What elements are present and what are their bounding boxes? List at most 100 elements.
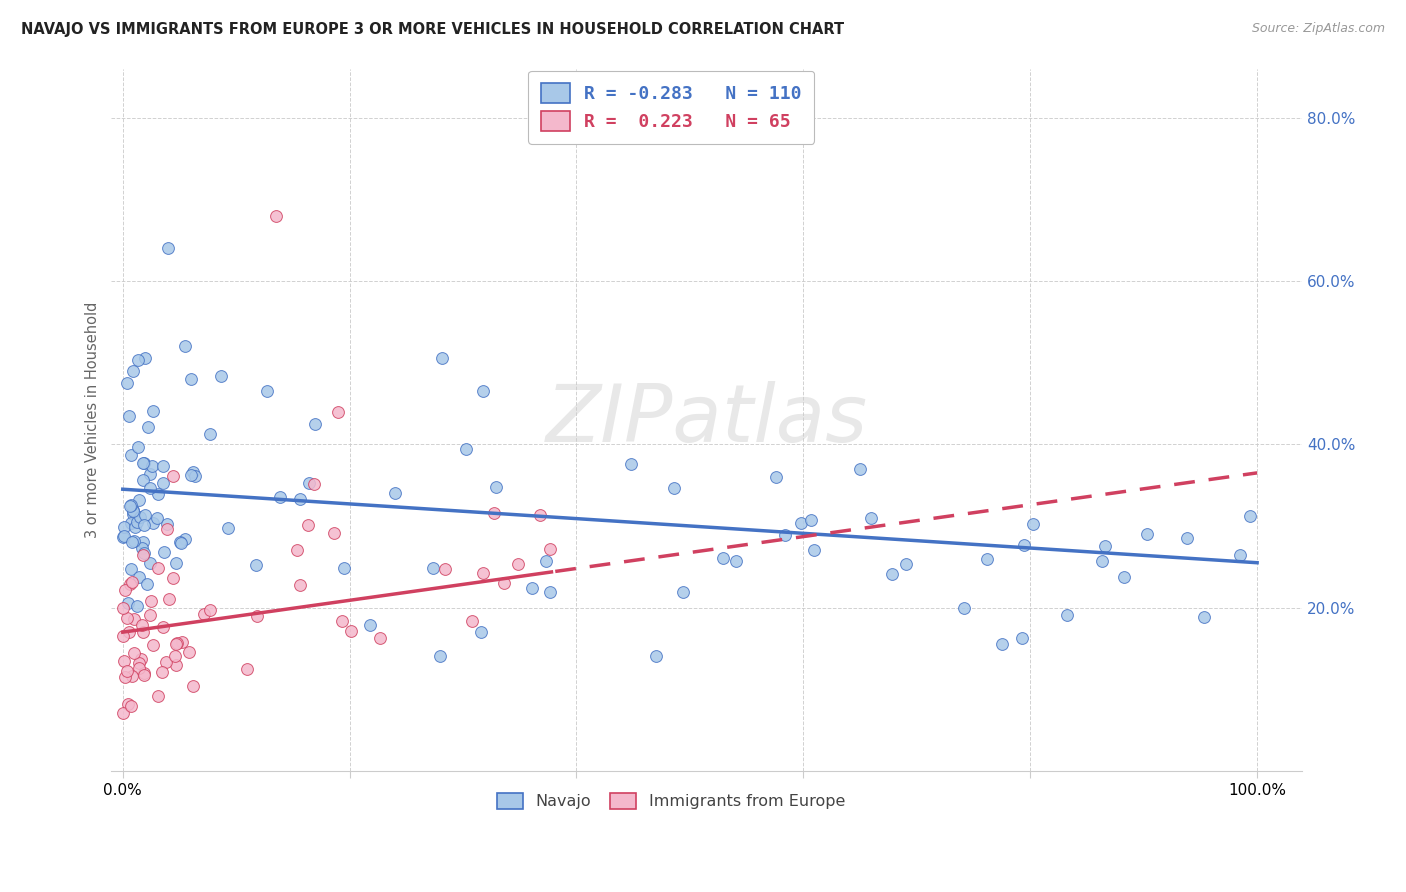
Point <box>803 543 825 558</box>
Point <box>122 504 145 518</box>
Point <box>288 578 311 592</box>
Point <box>117 376 139 390</box>
Point <box>112 655 135 669</box>
Point <box>1175 531 1198 545</box>
Point <box>142 516 165 530</box>
Point <box>138 481 160 495</box>
Point <box>128 570 150 584</box>
Point <box>121 669 143 683</box>
Point <box>304 417 326 431</box>
Point <box>118 577 141 591</box>
Point <box>860 511 883 525</box>
Point <box>434 562 457 576</box>
Point <box>725 554 748 568</box>
Point <box>1094 539 1116 553</box>
Point <box>529 508 551 523</box>
Point <box>1192 610 1215 624</box>
Point <box>645 648 668 663</box>
Point <box>118 625 141 640</box>
Point <box>120 499 142 513</box>
Point <box>152 475 174 490</box>
Point <box>713 550 735 565</box>
Point <box>880 566 903 581</box>
Point <box>112 520 135 534</box>
Point <box>124 534 146 549</box>
Point <box>156 522 179 536</box>
Point <box>139 467 162 482</box>
Point <box>1056 607 1078 622</box>
Point <box>117 596 139 610</box>
Point <box>142 403 165 417</box>
Point <box>165 637 187 651</box>
Point <box>180 467 202 482</box>
Point <box>125 515 148 529</box>
Point <box>333 561 356 575</box>
Point <box>128 493 150 508</box>
Point <box>152 458 174 473</box>
Point <box>773 528 796 542</box>
Point <box>132 625 155 640</box>
Point <box>135 577 157 591</box>
Point <box>124 520 146 534</box>
Point <box>115 610 138 624</box>
Point <box>169 535 191 549</box>
Point <box>129 651 152 665</box>
Point <box>470 624 492 639</box>
Point <box>128 510 150 524</box>
Point <box>198 603 221 617</box>
Point <box>323 526 346 541</box>
Point <box>121 699 143 714</box>
Point <box>120 448 142 462</box>
Point <box>508 557 530 571</box>
Point <box>1229 549 1251 563</box>
Point <box>472 566 495 580</box>
Point <box>134 351 156 365</box>
Point <box>148 689 170 703</box>
Point <box>162 571 184 585</box>
Point <box>134 666 156 681</box>
Point <box>174 339 197 353</box>
Point <box>111 629 134 643</box>
Point <box>132 456 155 470</box>
Point <box>193 607 215 621</box>
Point <box>165 649 187 664</box>
Point <box>134 508 156 523</box>
Point <box>246 609 269 624</box>
Point <box>217 520 239 534</box>
Point <box>115 665 138 679</box>
Point <box>152 620 174 634</box>
Point <box>454 442 477 456</box>
Point <box>976 552 998 566</box>
Point <box>146 487 169 501</box>
Point <box>132 456 155 470</box>
Point <box>285 543 308 558</box>
Point <box>538 541 561 556</box>
Text: NAVAJO VS IMMIGRANTS FROM EUROPE 3 OR MORE VEHICLES IN HOUSEHOLD CORRELATION CHA: NAVAJO VS IMMIGRANTS FROM EUROPE 3 OR MO… <box>21 22 844 37</box>
Point <box>181 679 204 693</box>
Point <box>131 617 153 632</box>
Point <box>368 631 391 645</box>
Point <box>166 635 188 649</box>
Point <box>288 492 311 507</box>
Point <box>173 532 195 546</box>
Point <box>990 637 1012 651</box>
Point <box>134 518 156 533</box>
Text: ZIPatlas: ZIPatlas <box>546 381 868 458</box>
Point <box>236 662 259 676</box>
Point <box>790 516 813 530</box>
Point <box>1239 509 1261 524</box>
Text: Source: ZipAtlas.com: Source: ZipAtlas.com <box>1251 22 1385 36</box>
Point <box>429 648 451 663</box>
Point <box>672 584 695 599</box>
Point <box>198 427 221 442</box>
Point <box>112 530 135 544</box>
Y-axis label: 3 or more Vehicles in Household: 3 or more Vehicles in Household <box>86 301 100 538</box>
Legend: Navajo, Immigrants from Europe: Navajo, Immigrants from Europe <box>491 787 852 816</box>
Point <box>384 486 406 500</box>
Point <box>122 612 145 626</box>
Point <box>461 614 484 628</box>
Point <box>132 668 155 682</box>
Point <box>269 490 291 504</box>
Point <box>156 516 179 531</box>
Point <box>127 352 149 367</box>
